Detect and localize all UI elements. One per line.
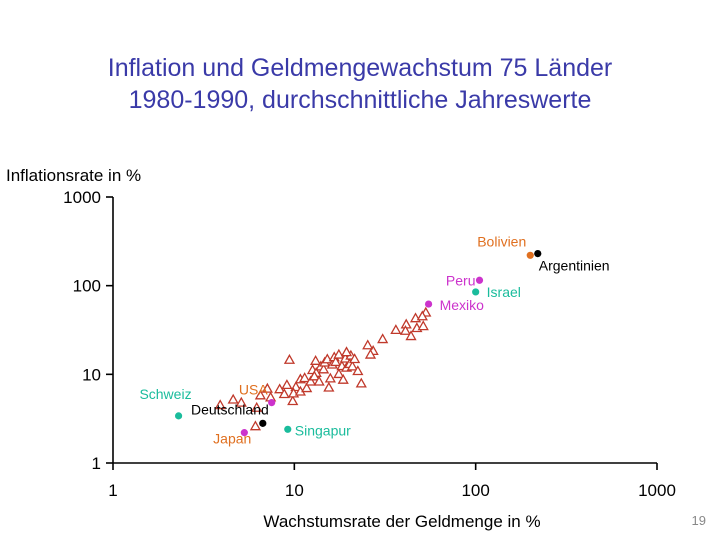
data-point-singapur: [284, 425, 292, 433]
data-point-triangle: [313, 375, 325, 386]
title-line-1: Inflation und Geldmengewachstum 75 Lände…: [107, 54, 613, 82]
x-tick-label: 1000: [638, 481, 676, 500]
data-point-triangle: [377, 333, 389, 344]
data-point-triangle: [283, 353, 296, 364]
data-point-deutschland: [259, 419, 267, 427]
triangle-points: [214, 306, 432, 431]
data-point-triangle: [346, 360, 358, 371]
data-point-triangle: [317, 363, 330, 374]
data-point-triangle: [308, 370, 320, 381]
data-point-triangle: [249, 420, 262, 431]
data-point-bolivien: [526, 251, 534, 259]
point-label-schweiz: Schweiz: [139, 386, 191, 402]
data-point-triangle: [399, 324, 412, 335]
data-point-japan: [240, 429, 248, 437]
data-point-triangle: [261, 382, 273, 393]
tick-labels: 1 10 100 1000 1 10 100 1000: [63, 188, 676, 500]
point-label-deutschland: Deutschland: [191, 401, 269, 417]
data-point-triangle: [227, 393, 239, 404]
point-label-singapur: Singapur: [295, 422, 351, 438]
data-point-triangle: [251, 401, 263, 412]
point-label-mexiko: Mexiko: [440, 297, 485, 313]
data-point-triangle: [324, 372, 336, 383]
x-tick-label: 1: [108, 481, 117, 500]
data-point-triangle: [362, 339, 374, 350]
x-tick-label: 100: [461, 481, 489, 500]
y-tick-label: 1000: [63, 188, 101, 207]
x-tick-label: 10: [285, 481, 304, 500]
chart-title: Inflation und Geldmengewachstum 75 Lände…: [0, 52, 720, 116]
data-point-triangle: [305, 375, 317, 386]
data-point-triangle: [309, 355, 322, 365]
x-axis-label: Wachstumsrate der Geldmenge in %: [263, 512, 540, 531]
page-number: 19: [691, 513, 706, 528]
data-point-triangle: [214, 399, 226, 410]
axes: [112, 197, 657, 464]
data-point-triangle: [355, 377, 367, 388]
data-point-triangle: [301, 382, 313, 393]
y-tick-label: 10: [82, 365, 101, 384]
data-point-triangle: [405, 330, 417, 341]
data-point-triangle: [330, 356, 342, 367]
data-point-mexiko: [424, 300, 433, 308]
y-tick-label: 1: [92, 454, 101, 473]
data-point-triangle: [352, 365, 364, 376]
point-label-argentinien: Argentinien: [539, 258, 610, 274]
data-point-triangle: [278, 388, 290, 399]
data-point-usa: [268, 398, 276, 407]
point-label-peru: Peru: [446, 272, 476, 288]
data-point-peru: [475, 276, 484, 284]
data-point-triangle: [235, 396, 247, 407]
tick-marks: [106, 196, 658, 470]
data-point-triangle: [323, 381, 335, 392]
point-label-israel: Israel: [487, 284, 521, 300]
data-point-triangle: [416, 310, 428, 321]
data-point-triangle: [281, 379, 293, 390]
title-line-2: 1980-1990, durchschnittliche Jahreswerte: [128, 86, 592, 114]
data-point-triangle: [349, 353, 361, 364]
point-label-usa: USA: [239, 382, 268, 398]
data-point-triangle: [254, 389, 267, 400]
point-label-japan: Japan: [213, 431, 251, 447]
y-tick-label: 100: [73, 277, 101, 296]
data-point-triangle: [299, 372, 311, 383]
data-point-triangle: [333, 368, 345, 379]
data-point-triangle: [417, 320, 429, 331]
point-label-bolivien: Bolivien: [477, 233, 526, 249]
data-point-triangle: [287, 395, 299, 406]
data-point-argentinien: [534, 249, 542, 258]
data-point-schweiz: [174, 412, 183, 420]
data-point-israel: [472, 288, 480, 296]
data-point-triangle: [364, 348, 377, 359]
data-point-triangle: [337, 373, 349, 384]
y-axis-label: Inflationsrate in %: [6, 166, 141, 185]
data-point-triangle: [340, 346, 353, 357]
data-point-triangle: [390, 324, 402, 335]
